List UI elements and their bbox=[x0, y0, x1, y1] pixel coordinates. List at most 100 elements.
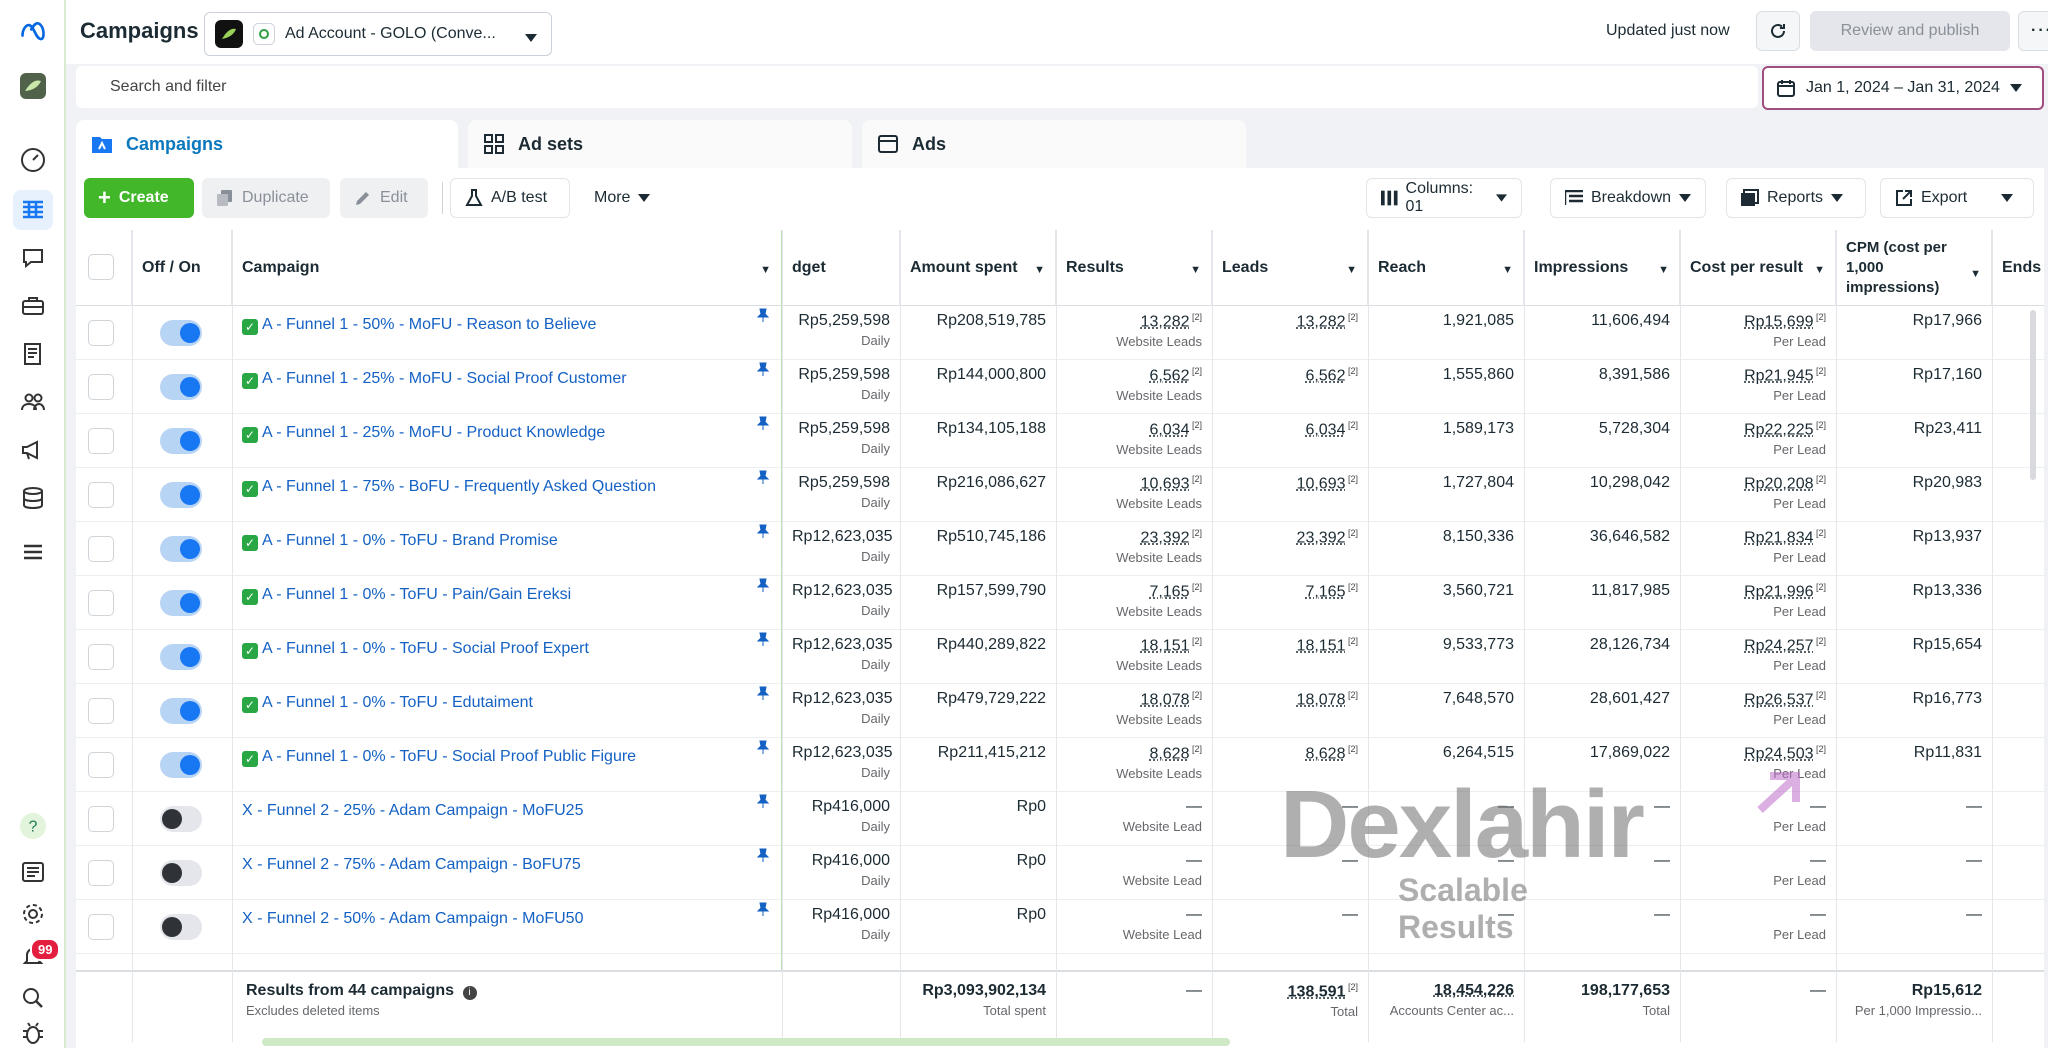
bug-report-icon[interactable] bbox=[13, 1018, 53, 1048]
table-row[interactable]: ✓ A - Funnel 1 - 0% - ToFU - Brand Promis… bbox=[76, 522, 2044, 576]
campaign-name-link[interactable]: ✓ A - Funnel 1 - 0% - ToFU - Edutaiment bbox=[242, 694, 533, 713]
catalog-stack-icon[interactable] bbox=[13, 478, 53, 518]
meta-logo-icon[interactable] bbox=[13, 12, 53, 52]
refresh-button[interactable] bbox=[1756, 11, 1800, 51]
campaign-name-link[interactable]: ✓ A - Funnel 1 - 0% - ToFU - Pain/Gain Er… bbox=[242, 586, 571, 605]
table-row[interactable]: ✓ A - Funnel 1 - 0% - ToFU - Social Proof… bbox=[76, 630, 2044, 684]
table-row[interactable]: ✓ A - Funnel 1 - 25% - MoFU - Social Proo… bbox=[76, 360, 2044, 414]
table-row[interactable]: ✓ A - Funnel 1 - 50% - MoFU - Reason to B… bbox=[76, 306, 2044, 360]
date-range-picker[interactable]: Jan 1, 2024 – Jan 31, 2024 bbox=[1762, 66, 2044, 110]
row-checkbox[interactable] bbox=[88, 914, 114, 940]
news-feed-icon[interactable] bbox=[13, 852, 53, 892]
campaign-name-link[interactable]: X - Funnel 2 - 75% - Adam Campaign - BoF… bbox=[242, 856, 581, 874]
row-checkbox[interactable] bbox=[88, 536, 114, 562]
pages-icon[interactable] bbox=[13, 334, 53, 374]
campaign-name-link[interactable]: ✓ A - Funnel 1 - 0% - ToFU - Brand Promis… bbox=[242, 532, 558, 551]
sort-caret-icon[interactable]: ▼ bbox=[760, 264, 771, 276]
pin-icon[interactable] bbox=[756, 578, 770, 595]
row-checkbox[interactable] bbox=[88, 482, 114, 508]
campaign-toggle[interactable] bbox=[160, 752, 202, 778]
campaign-toggle[interactable] bbox=[160, 914, 202, 940]
pin-icon[interactable] bbox=[756, 416, 770, 433]
col-cpm[interactable]: CPM (cost per 1,000 impressions) ▼ bbox=[1836, 230, 1992, 306]
breakdown-dropdown[interactable]: Breakdown bbox=[1550, 178, 1706, 218]
campaign-toggle[interactable] bbox=[160, 428, 202, 454]
campaign-toggle[interactable] bbox=[160, 320, 202, 346]
edit-button[interactable]: Edit bbox=[340, 178, 428, 218]
table-row[interactable]: X - Funnel 2 - 25% - Adam Campaign - MoF… bbox=[76, 792, 2044, 846]
account-avatar-icon[interactable] bbox=[13, 66, 53, 106]
col-campaign[interactable]: Campaign ▼ bbox=[232, 230, 782, 306]
table-row[interactable]: ✓ A - Funnel 1 - 0% - ToFU - Edutaiment Rp… bbox=[76, 684, 2044, 738]
col-results[interactable]: Results ▼ bbox=[1056, 230, 1212, 306]
search-filter-input[interactable]: Search and filter bbox=[76, 66, 1758, 108]
col-offon[interactable]: Off / On bbox=[132, 230, 232, 306]
duplicate-button[interactable]: Duplicate bbox=[202, 178, 330, 218]
row-checkbox[interactable] bbox=[88, 752, 114, 778]
horizontal-scrollbar[interactable] bbox=[262, 1038, 1230, 1046]
row-checkbox[interactable] bbox=[88, 698, 114, 724]
columns-dropdown[interactable]: Columns: 01 bbox=[1366, 178, 1522, 218]
settings-gear-icon[interactable] bbox=[13, 894, 53, 934]
pin-icon[interactable] bbox=[756, 848, 770, 865]
table-row[interactable]: X - Funnel 2 - 75% - Adam Campaign - BoF… bbox=[76, 846, 2044, 900]
row-checkbox[interactable] bbox=[88, 428, 114, 454]
row-checkbox[interactable] bbox=[88, 644, 114, 670]
tab-ads[interactable]: Ads bbox=[862, 120, 1246, 168]
campaign-toggle[interactable] bbox=[160, 482, 202, 508]
campaign-toggle[interactable] bbox=[160, 698, 202, 724]
select-all-checkbox[interactable] bbox=[88, 254, 114, 280]
col-budget[interactable]: dget bbox=[782, 230, 900, 306]
campaign-toggle[interactable] bbox=[160, 590, 202, 616]
search-icon[interactable] bbox=[13, 978, 53, 1018]
sort-caret-icon[interactable]: ▼ bbox=[1190, 264, 1201, 276]
campaign-name-link[interactable]: ✓ A - Funnel 1 - 75% - BoFU - Frequently … bbox=[242, 478, 656, 497]
campaign-toggle[interactable] bbox=[160, 536, 202, 562]
messages-icon[interactable] bbox=[13, 238, 53, 278]
col-amount-spent[interactable]: Amount spent ▼ bbox=[900, 230, 1056, 306]
pin-icon[interactable] bbox=[756, 524, 770, 541]
campaign-name-link[interactable]: ✓ A - Funnel 1 - 25% - MoFU - Social Proo… bbox=[242, 370, 627, 389]
megaphone-icon[interactable] bbox=[13, 430, 53, 470]
table-row[interactable]: X - Funnel 2 - 50% - Adam Campaign - MoF… bbox=[76, 900, 2044, 954]
dashboard-gauge-icon[interactable] bbox=[13, 140, 53, 180]
campaign-toggle[interactable] bbox=[160, 644, 202, 670]
tab-campaigns[interactable]: Campaigns bbox=[76, 120, 458, 168]
ab-test-button[interactable]: A/B test bbox=[450, 178, 570, 218]
campaign-name-link[interactable]: ✓ A - Funnel 1 - 25% - MoFU - Product Kno… bbox=[242, 424, 605, 443]
pin-icon[interactable] bbox=[756, 794, 770, 811]
table-row[interactable]: ✓ A - Funnel 1 - 25% - MoFU - Product Kno… bbox=[76, 414, 2044, 468]
row-checkbox[interactable] bbox=[88, 806, 114, 832]
create-button[interactable]: + Create bbox=[84, 178, 194, 218]
all-tools-menu-icon[interactable] bbox=[13, 532, 53, 572]
export-dropdown[interactable]: Export bbox=[1880, 178, 2034, 218]
review-and-publish-button[interactable]: Review and publish bbox=[1810, 11, 2010, 51]
campaign-toggle[interactable] bbox=[160, 374, 202, 400]
pin-icon[interactable] bbox=[756, 632, 770, 649]
col-ends[interactable]: Ends bbox=[1992, 230, 2044, 306]
row-checkbox[interactable] bbox=[88, 320, 114, 346]
row-checkbox[interactable] bbox=[88, 860, 114, 886]
campaign-name-link[interactable]: ✓ A - Funnel 1 - 0% - ToFU - Social Proof… bbox=[242, 748, 636, 767]
campaign-toggle[interactable] bbox=[160, 860, 202, 886]
campaign-toggle[interactable] bbox=[160, 806, 202, 832]
help-icon[interactable]: ? bbox=[13, 806, 53, 846]
pin-icon[interactable] bbox=[756, 308, 770, 325]
table-row[interactable]: ✓ A - Funnel 1 - 0% - ToFU - Social Proof… bbox=[76, 738, 2044, 792]
row-checkbox[interactable] bbox=[88, 590, 114, 616]
col-impressions[interactable]: Impressions ▼ bbox=[1524, 230, 1680, 306]
info-icon[interactable]: i bbox=[463, 986, 477, 1000]
reports-dropdown[interactable]: Reports bbox=[1726, 178, 1866, 218]
table-row[interactable]: ✓ A - Funnel 1 - 75% - BoFU - Frequently … bbox=[76, 468, 2044, 522]
vertical-scrollbar[interactable] bbox=[2030, 310, 2036, 480]
ad-account-selector[interactable]: Ad Account - GOLO (Conve... bbox=[204, 12, 552, 56]
pin-icon[interactable] bbox=[756, 902, 770, 919]
row-checkbox[interactable] bbox=[88, 374, 114, 400]
campaign-name-link[interactable]: ✓ A - Funnel 1 - 0% - ToFU - Social Proof… bbox=[242, 640, 589, 659]
sort-caret-icon[interactable]: ▼ bbox=[1346, 264, 1357, 276]
col-leads[interactable]: Leads ▼ bbox=[1212, 230, 1368, 306]
campaign-name-link[interactable]: X - Funnel 2 - 25% - Adam Campaign - MoF… bbox=[242, 802, 583, 820]
campaigns-table-icon[interactable] bbox=[13, 190, 53, 230]
more-options-button[interactable]: ··· bbox=[2018, 11, 2048, 51]
table-row[interactable]: ✓ A - Funnel 1 - 0% - ToFU - Pain/Gain Er… bbox=[76, 576, 2044, 630]
